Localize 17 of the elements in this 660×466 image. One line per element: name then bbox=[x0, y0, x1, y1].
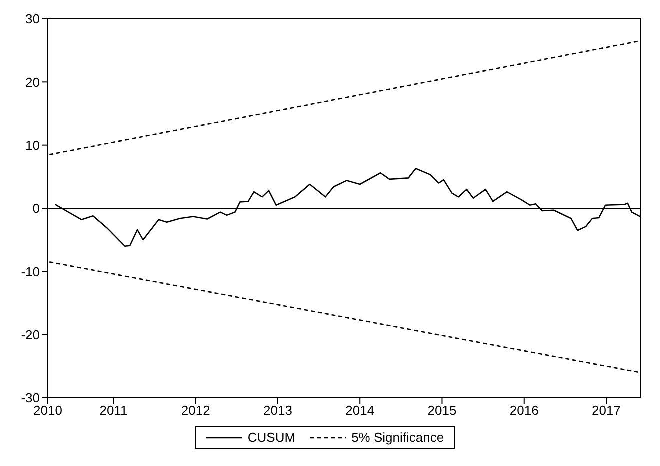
x-tick-label: 2012 bbox=[181, 403, 210, 418]
x-tick-label: 2011 bbox=[100, 403, 128, 418]
y-tick-label: -10 bbox=[21, 264, 40, 280]
y-tick-label: -30 bbox=[21, 390, 40, 406]
y-tick-label: 30 bbox=[26, 12, 40, 27]
x-tick-label: 2014 bbox=[346, 403, 375, 418]
x-tick-label: 2010 bbox=[34, 403, 62, 418]
y-tick-label: 20 bbox=[26, 74, 40, 90]
y-tick-label: -20 bbox=[21, 327, 40, 342]
y-tick-label: 0 bbox=[32, 201, 40, 216]
x-tick-label: 2017 bbox=[592, 403, 621, 418]
legend-label: CUSUM bbox=[248, 430, 296, 445]
x-tick-label: 2016 bbox=[510, 403, 539, 418]
x-tick-label: 2015 bbox=[428, 403, 457, 418]
legend-label: 5% Significance bbox=[352, 430, 444, 445]
x-tick-label: 2013 bbox=[264, 403, 292, 418]
y-tick-label: 10 bbox=[26, 138, 40, 153]
